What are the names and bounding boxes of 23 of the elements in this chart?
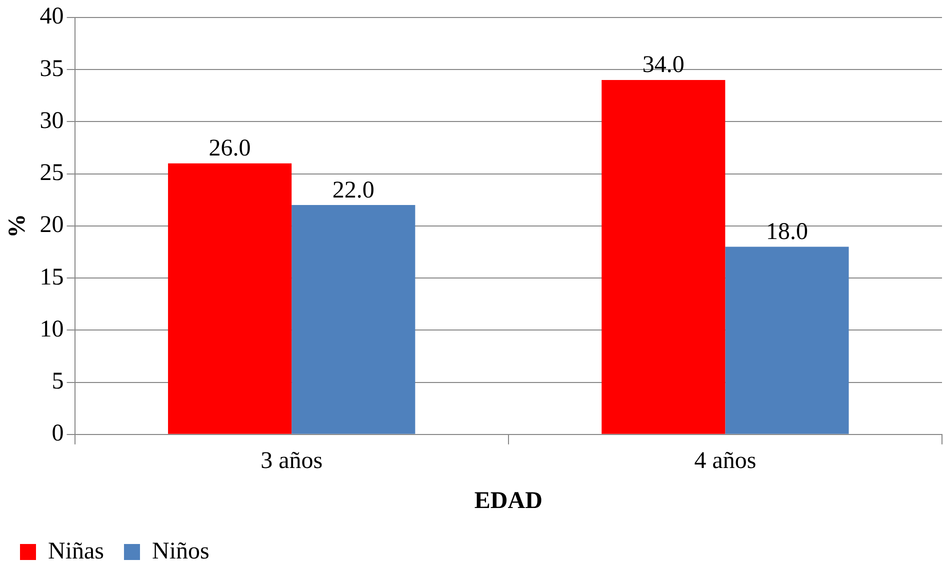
bar <box>168 163 292 434</box>
y-tick-label: 40 <box>40 4 64 30</box>
bar <box>602 80 726 434</box>
y-tick-label: 0 <box>52 420 64 447</box>
bar <box>725 246 849 434</box>
x-axis-title: EDAD <box>474 488 542 514</box>
text: 22.0 <box>332 177 374 204</box>
text: 26.0 <box>208 136 251 162</box>
y-tick-label: 5 <box>52 368 64 395</box>
y-tick-label: 15 <box>40 264 64 290</box>
text: 34.0 <box>642 52 684 78</box>
y-tick-label: 25 <box>40 160 64 186</box>
legend-label: Niños <box>152 538 210 564</box>
y-axis-title: % <box>4 214 31 238</box>
y-tick-label: 30 <box>40 108 64 134</box>
y-tick-label: 20 <box>40 212 64 238</box>
bar <box>292 205 416 434</box>
x-tick-label: 4 años <box>694 448 756 474</box>
x-tick-label: 3 años <box>260 448 323 474</box>
text: 18.0 <box>766 219 808 246</box>
legend-label: Niñas <box>48 538 104 564</box>
y-tick-label: 35 <box>40 56 64 82</box>
y-tick-label: 10 <box>40 316 64 342</box>
